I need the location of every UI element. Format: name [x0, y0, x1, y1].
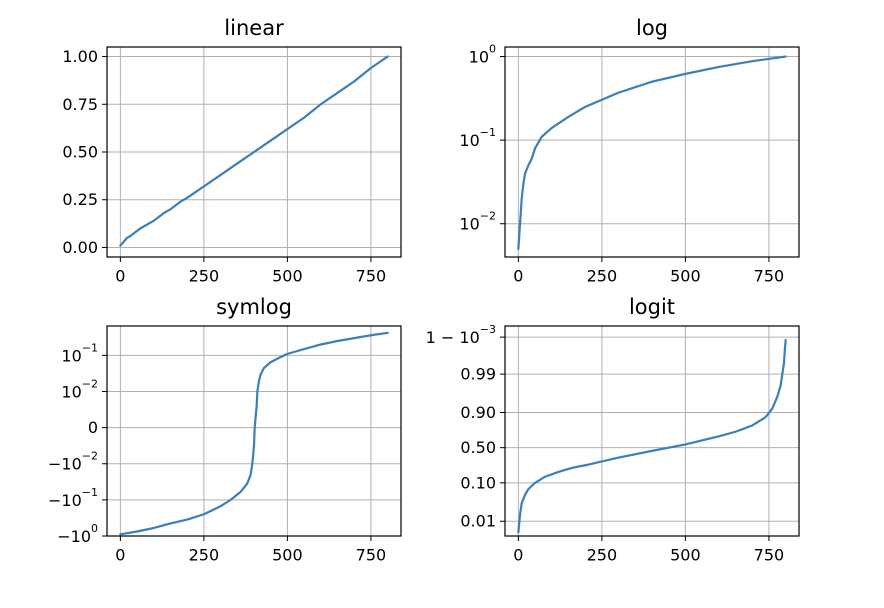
x-tick-label: 500 [670, 267, 701, 286]
x-tick-label: 250 [587, 546, 618, 565]
x-tick-label: 750 [754, 267, 785, 286]
y-tick-label: 1.00 [62, 47, 98, 66]
y-tick-label: 0.50 [62, 143, 98, 162]
y-tick-label-exponent: −2 [82, 377, 98, 390]
y-tick-label-exponent: −1 [82, 341, 98, 354]
y-tick-label: 0.01 [460, 512, 496, 531]
subplot-logit: logit 0 250 500 750 0.01 0.10 0.50 0.90 0.99 1 − 1… [426, 295, 800, 565]
y-tick-label: 0.50 [460, 438, 496, 457]
x-tick-label: 0 [115, 546, 125, 565]
subplot-title-log: log [636, 16, 668, 40]
x-tick-label: 750 [754, 546, 785, 565]
x-tick-label: 500 [272, 546, 303, 565]
y-tick-label: 0.10 [460, 473, 496, 492]
x-tick-label: 250 [587, 267, 618, 286]
series-line-logit [517, 338, 787, 534]
y-tick-label-base: 10 [61, 382, 81, 401]
x-tick-label: 250 [189, 267, 220, 286]
y-tick-label: 10−1 [61, 341, 98, 365]
subplot-title-symlog: symlog [216, 295, 292, 319]
y-tick-label: 10−2 [61, 377, 98, 401]
series-line-symlog [119, 331, 389, 536]
y-tick-label: 10−1 [459, 126, 496, 150]
y-tick-label-base: −10 [48, 454, 82, 473]
axes-frame [106, 325, 402, 537]
subplot-title-logit: logit [629, 295, 675, 319]
y-tick-label-base: −10 [57, 527, 91, 546]
y-tick-label-base: 10 [459, 131, 479, 150]
y-tick-label-base: 1 − 10 [426, 328, 480, 347]
y-tick-label-base: 10 [469, 47, 489, 66]
series-line-linear [119, 55, 389, 247]
y-tick-label: 100 [469, 43, 496, 67]
y-tick-label: 0 [88, 418, 98, 437]
y-tick-label: 0.00 [62, 238, 98, 257]
y-tick-label-exponent: −2 [82, 450, 98, 463]
y-tick-label: 0.25 [62, 190, 98, 209]
y-tick-label: 0.75 [62, 95, 98, 114]
y-tick-label: −100 [57, 522, 98, 546]
y-tick-label-base: 10 [459, 214, 479, 233]
x-tick-label: 500 [670, 546, 701, 565]
y-tick-label-exponent: −1 [480, 126, 496, 139]
subplot-title-linear: linear [224, 16, 284, 40]
axes-frame [106, 46, 402, 258]
x-tick-label: 0 [115, 267, 125, 286]
x-tick-label: 750 [356, 546, 387, 565]
y-tick-label: −10−2 [48, 450, 98, 474]
x-tick-label: 0 [513, 546, 523, 565]
y-tick-label-exponent: −2 [480, 210, 496, 223]
y-tick-label: 0.90 [460, 403, 496, 422]
y-tick-label-exponent: −1 [82, 486, 98, 499]
subplot-linear: linear 0 250 500 750 0.00 0.25 0.50 0.75 1.00 [62, 16, 402, 286]
axes-frame [504, 46, 800, 258]
y-tick-label-exponent: 0 [91, 522, 98, 535]
y-tick-label-exponent: 0 [489, 43, 496, 56]
y-tick-label: 1 − 10−3 [426, 323, 496, 347]
y-tick-label-base: 10 [61, 346, 81, 365]
x-tick-label: 0 [513, 267, 523, 286]
y-tick-label: 0.99 [460, 365, 496, 384]
y-tick-label: 10−2 [459, 210, 496, 234]
x-tick-label: 250 [189, 546, 220, 565]
axes-frame [504, 325, 800, 537]
series-line-log [517, 55, 787, 250]
x-tick-label: 750 [356, 267, 387, 286]
x-tick-label: 500 [272, 267, 303, 286]
y-tick-label-base: −10 [48, 490, 82, 509]
y-tick-label-exponent: −3 [480, 323, 496, 336]
y-tick-label: −10−1 [48, 486, 98, 510]
